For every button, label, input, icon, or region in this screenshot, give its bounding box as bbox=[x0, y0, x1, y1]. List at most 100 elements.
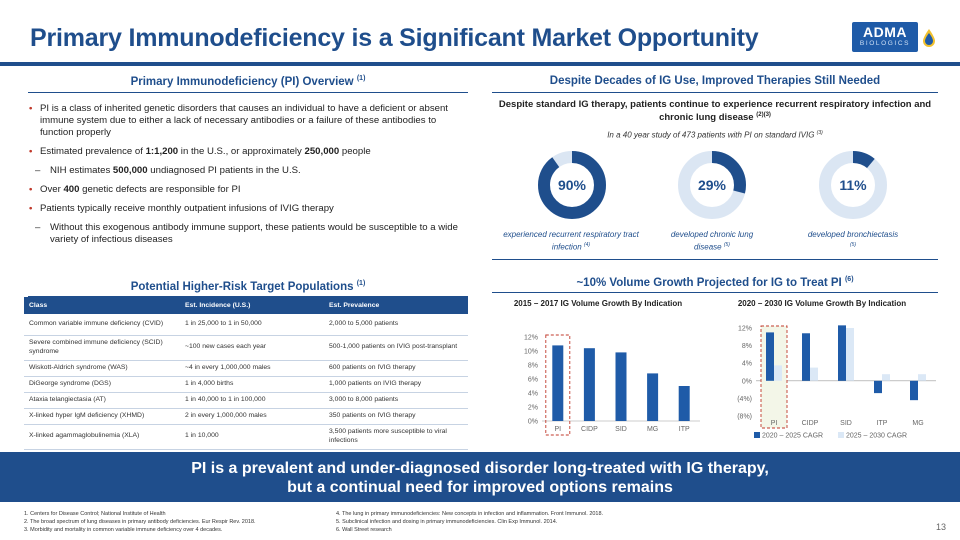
bar-itp bbox=[678, 386, 690, 421]
bar-cidp bbox=[583, 348, 595, 421]
column-header: Est. Incidence (U.S.) bbox=[180, 297, 324, 314]
growth-title-text: ~10% Volume Growth Projected for IG to T… bbox=[576, 276, 842, 289]
footnote: 2. The broad spectrum of lung diseases i… bbox=[24, 519, 256, 525]
page-title: Primary Immunodeficiency is a Significan… bbox=[30, 24, 759, 52]
growth-title-ref: (6) bbox=[844, 276, 854, 283]
table-row: X-linked agammaglobulinemia (XLA) 1 in 1… bbox=[24, 424, 468, 450]
therapies-rule bbox=[492, 92, 938, 93]
cell: 600 patients on IVIG therapy bbox=[324, 360, 468, 377]
table-row: DiGeorge syndrome (DGS) 1 in 4,000 birth… bbox=[24, 376, 468, 393]
donut-caption-bronchiectasis: developed bronchiectasis (5) bbox=[806, 230, 900, 253]
caption-ref: (5) bbox=[723, 242, 730, 248]
donut-caption-infection: experienced recurrent respiratory tract … bbox=[498, 230, 644, 253]
column-header: Class bbox=[24, 297, 180, 314]
banner-line-1: PI is a prevalent and under-diagnosed di… bbox=[191, 460, 769, 477]
text: in the U.S., or approximately bbox=[178, 146, 305, 157]
donut-svg: 90% bbox=[538, 151, 606, 219]
y-tick-label: 0% bbox=[742, 378, 752, 385]
x-tick-label: ITP bbox=[877, 420, 888, 427]
legend-swatch bbox=[754, 432, 760, 438]
cell: ~4 in every 1,000,000 males bbox=[180, 360, 324, 377]
bar-pi-series-2 bbox=[774, 365, 782, 381]
cell: 1 in 10,000 bbox=[180, 424, 324, 450]
y-tick-label: 10% bbox=[524, 349, 538, 356]
populations-table: Class Est. Incidence (U.S.) Est. Prevale… bbox=[24, 297, 468, 450]
cell: Common variable immune deficiency (CVID) bbox=[24, 314, 180, 336]
caption-ref: (4) bbox=[583, 242, 591, 248]
text: undiagnosed PI patients in the U.S. bbox=[147, 165, 301, 176]
x-tick-label: MG bbox=[912, 420, 923, 427]
subbullet-susceptible: Without this exogenous antibody immune s… bbox=[28, 222, 468, 246]
growth-rule bbox=[492, 292, 938, 293]
logo-sub-text: BIOLOGICS bbox=[859, 40, 911, 47]
donut-chart-infection: 90% bbox=[537, 147, 607, 223]
y-tick-label: 12% bbox=[738, 326, 752, 333]
bullet-genetic-defects: Over 400 genetic defects are responsible… bbox=[28, 184, 468, 196]
cell: DiGeorge syndrome (DGS) bbox=[24, 376, 180, 393]
x-tick-label: MG bbox=[647, 426, 658, 433]
donut-svg: 11% bbox=[819, 151, 887, 219]
table-row: Wiskott-Aldrich syndrome (WAS) ~4 in eve… bbox=[24, 360, 468, 377]
caption-text: experienced recurrent respiratory tract … bbox=[503, 230, 639, 252]
cell: 3,000 to 8,000 patients bbox=[324, 392, 468, 409]
y-tick-label: 0% bbox=[528, 419, 538, 426]
table-row: Ataxia telangiectasia (AT) 1 in 40,000 t… bbox=[24, 392, 468, 409]
table-row: X-linked hyper IgM deficiency (XHMD) 2 i… bbox=[24, 408, 468, 425]
text: Estimated prevalence of bbox=[40, 146, 146, 157]
bar-itp-series-1 bbox=[874, 380, 882, 394]
subbullet-nih: NIH estimates 500,000 undiagnosed PI pat… bbox=[28, 165, 468, 177]
bar-mg bbox=[647, 373, 659, 421]
donut-chart-lung-disease: 29% bbox=[677, 147, 747, 223]
y-tick-label: (8%) bbox=[737, 414, 752, 421]
therapies-title: Despite Decades of IG Use, Improved Ther… bbox=[549, 75, 881, 87]
y-tick-label: 2% bbox=[528, 405, 538, 412]
donut-value-arc bbox=[678, 151, 746, 219]
footnote: 4. The lung in primary immunodeficiencie… bbox=[336, 511, 604, 517]
bar-sid-series-2 bbox=[846, 328, 854, 381]
cell: Severe combined immune deficiency (SCID)… bbox=[24, 335, 180, 361]
bar-pi-series-1 bbox=[766, 332, 774, 381]
footnote: 6. Wall Street research bbox=[336, 527, 392, 533]
pi-highlight-box bbox=[545, 334, 571, 436]
x-tick-label: SID bbox=[840, 420, 852, 427]
x-tick-label: ITP bbox=[679, 426, 690, 433]
study-note: In a 40 year study of 473 patients with … bbox=[492, 130, 938, 140]
chart-2015-2017: 0% 2% 4% 6% 8% 10% 12% PI CIDP SID MG ITP bbox=[512, 325, 702, 445]
therapies-subtitle-ref: (2)(3) bbox=[756, 112, 771, 118]
cell: X-linked hyper IgM deficiency (XHMD) bbox=[24, 408, 180, 425]
donut-percent-label: 90% bbox=[558, 177, 587, 193]
footnote: 1. Centers for Disease Control; National… bbox=[24, 511, 166, 517]
footnote: 3. Morbidity and mortality in common var… bbox=[24, 527, 223, 533]
overview-title-ref: (1) bbox=[356, 75, 366, 82]
y-tick-label: 12% bbox=[524, 335, 538, 342]
study-note-text: In a 40 year study of 473 patients with … bbox=[607, 130, 815, 140]
cell: 500-1,000 patients on IVIG post-transpla… bbox=[324, 335, 468, 361]
cell: 350 patients on IVIG therapy bbox=[324, 408, 468, 425]
cell: 1 in 4,000 births bbox=[180, 376, 324, 393]
cell: 2 in every 1,000,000 males bbox=[180, 408, 324, 425]
conclusion-banner: PI is a prevalent and under-diagnosed di… bbox=[0, 452, 960, 502]
overview-rule bbox=[28, 92, 468, 93]
donut-chart-bronchiectasis: 11% bbox=[818, 147, 888, 223]
table-row: Common variable immune deficiency (CVID)… bbox=[24, 314, 468, 336]
chart1-title: 2015 – 2017 IG Volume Growth By Indicati… bbox=[513, 299, 683, 308]
x-tick-label: PI bbox=[554, 426, 561, 433]
y-tick-label: 8% bbox=[528, 363, 538, 370]
cell: 3,500 patients more susceptible to viral… bbox=[324, 424, 468, 450]
legend-label: 2025 – 2030 CAGR bbox=[846, 433, 907, 440]
page-number: 13 bbox=[935, 522, 946, 532]
logo-box: ADMA BIOLOGICS bbox=[852, 22, 918, 52]
text-bold: 250,000 bbox=[304, 146, 340, 157]
study-note-ref: (3) bbox=[816, 130, 823, 136]
overview-title: Primary Immunodeficiency (PI) Overview (… bbox=[28, 75, 468, 88]
y-tick-label: 4% bbox=[742, 361, 752, 368]
title-rule bbox=[0, 62, 960, 66]
bar-sid bbox=[615, 352, 627, 421]
table-row: Severe combined immune deficiency (SCID)… bbox=[24, 335, 468, 361]
legend-swatch bbox=[838, 432, 844, 438]
bullet-infusions: Patients typically receive monthly outpa… bbox=[28, 203, 468, 215]
caption-ref: (5) bbox=[849, 242, 857, 248]
donut-svg: 29% bbox=[678, 151, 746, 219]
bullet-prevalence: Estimated prevalence of 1:1,200 in the U… bbox=[28, 146, 468, 158]
bar-pi bbox=[552, 345, 564, 421]
